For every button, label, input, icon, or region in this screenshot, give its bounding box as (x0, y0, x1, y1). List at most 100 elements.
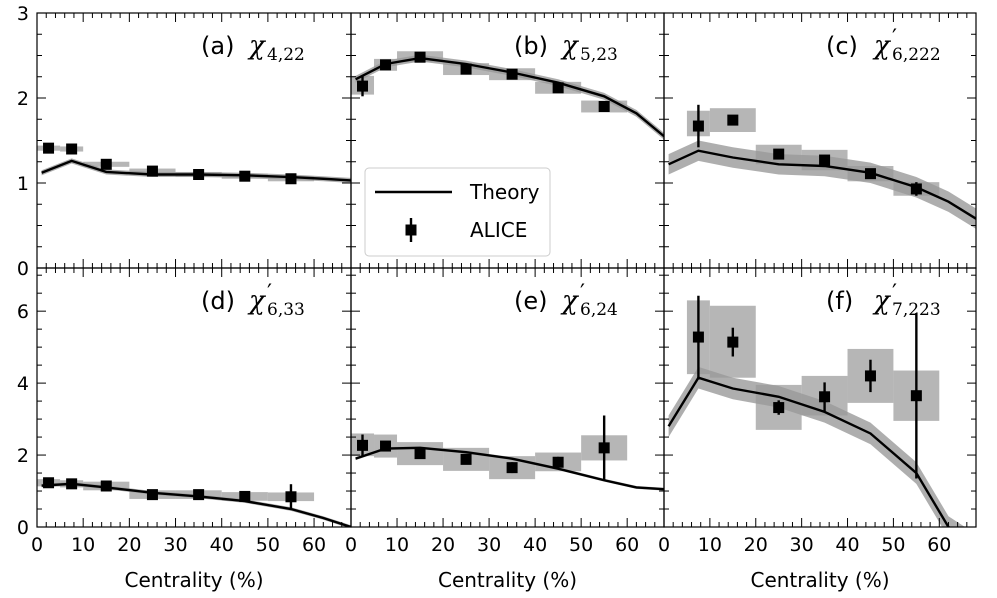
panel-e-alice-points (357, 415, 610, 481)
panel-c-theory-line (668, 149, 976, 220)
x-tick-label: 50 (256, 534, 280, 556)
x-tick-label: 20 (117, 534, 141, 556)
panel-d-data-point (285, 491, 297, 503)
x-tick-label: 0 (345, 534, 357, 556)
panel-f-alice-points (692, 295, 922, 479)
x-tick-label: 30 (790, 534, 814, 556)
panel-b-theory (355, 54, 664, 140)
panel-b-label: (b) (514, 32, 548, 60)
panel-a-chi-symbol: χ (247, 31, 267, 61)
panel-d-alice-points (43, 477, 297, 510)
panel-f-chi-subscript: 7,223 (892, 300, 941, 320)
panel-c-theory (668, 140, 976, 229)
panel-c-theory-band (668, 140, 976, 229)
x-tick-label: 50 (881, 534, 905, 556)
panel-d-data-point (239, 490, 251, 502)
panel-c-chi-symbol: χ (872, 31, 892, 61)
panel-b-data-point (414, 51, 426, 63)
x-axis-label: Centrality (%) (438, 568, 577, 592)
y-tick-label: 4 (17, 373, 29, 395)
panel-c-label: (c) (826, 32, 858, 60)
panel-d-title: (d) χ ′6,33 (201, 281, 305, 320)
panel-d-data-point (43, 477, 55, 489)
panel-a-data-point (100, 158, 112, 170)
panel-f-chi-symbol: χ (872, 286, 892, 316)
panel-b-chi-subscript: 5,23 (580, 45, 618, 65)
legend: Theory ALICE (364, 167, 551, 257)
panel-f-data-point (819, 391, 831, 403)
legend-alice-marker (405, 224, 417, 236)
panel-a-data-point (239, 170, 251, 182)
panel-c-title: (c) χ ′6,222 (826, 26, 941, 65)
x-tick-label: 40 (210, 534, 234, 556)
panel-d-chi-subscript: 6,33 (267, 300, 305, 320)
panel-c-data-point (910, 183, 922, 195)
panel-c-chi-prime: ′ (892, 26, 897, 51)
y-tick-label: 1 (17, 173, 29, 195)
panel-e-data-point (598, 442, 610, 454)
panel-e-data-point (552, 456, 564, 468)
panel-a-chi-subscript: 4,22 (267, 45, 305, 65)
legend-theory-label: Theory (469, 180, 540, 204)
panel-e-chi-subscript: 6,24 (580, 300, 618, 320)
panel-b-theory-band (355, 54, 664, 140)
x-tick-label: 50 (569, 534, 593, 556)
panel-c-alice-points (692, 104, 922, 196)
panel-a-data-point (43, 142, 55, 154)
panel-c-data-point (727, 114, 739, 126)
y-tick-label: 3 (17, 3, 29, 25)
panel-f-label: (f) (826, 287, 853, 315)
panel-c-chi-subscript: 6,222 (892, 45, 941, 65)
y-tick-label: 2 (17, 88, 29, 110)
x-tick-label: 10 (71, 534, 95, 556)
panel-c-data-point (773, 148, 785, 160)
panel-d-data-point (146, 489, 158, 501)
panel-e-data-point (460, 453, 472, 465)
x-tick-label: 30 (163, 534, 187, 556)
panel-d-label: (d) (201, 287, 235, 315)
panel-a-data-point (66, 143, 78, 155)
panel-e-data-point (506, 462, 518, 474)
panel-a-label: (a) (201, 32, 234, 60)
panel-d-chi-symbol: χ (247, 286, 267, 316)
panel-f-theory (667, 366, 965, 527)
y-tick-label: 6 (17, 301, 29, 323)
y-tick-label: 2 (17, 445, 29, 467)
panel-b-data-point (598, 101, 610, 112)
legend-alice-label: ALICE (470, 218, 527, 242)
panel-a-data-point (285, 173, 297, 185)
x-tick-label: 20 (431, 534, 455, 556)
panel-b-alice-points (357, 51, 610, 112)
x-tick-label: 40 (835, 534, 859, 556)
panel-d-data-point (66, 478, 78, 490)
panel-c-data-point (864, 168, 876, 180)
panel-e-data-point (414, 448, 426, 460)
panel-e-label: (e) (514, 287, 548, 315)
panel-a-data-point (193, 169, 205, 180)
panel-b-data-point (552, 82, 564, 94)
panel-f-theory-band (668, 366, 965, 527)
panel-e-data-point (357, 439, 369, 451)
panel-f-theory-line (667, 376, 951, 527)
panel-b-data-point (506, 68, 518, 80)
panel-b-data-point (460, 63, 472, 75)
panel-a-alice-points (43, 142, 297, 185)
panel-f-data-point (864, 370, 876, 382)
panel-a-title: (a) χ 4,22 (201, 31, 305, 65)
panel-f-data-point (910, 390, 922, 402)
x-axis-label: Centrality (%) (750, 568, 889, 592)
panel-b-title: (b) χ 5,23 (514, 31, 618, 65)
x-tick-label: 60 (302, 534, 326, 556)
panel-b-data-point (380, 59, 392, 71)
panel-a-data-point (146, 165, 158, 177)
panel-e-chi-prime: ′ (580, 281, 585, 306)
x-tick-label: 20 (744, 534, 768, 556)
panel-f-data-point (773, 402, 785, 414)
panel-b-data-point (357, 80, 369, 92)
x-tick-label: 10 (385, 534, 409, 556)
y-tick-label: 0 (17, 517, 29, 539)
panel-e-data-point (380, 440, 392, 452)
panel-e-title: (e) χ ′6,24 (514, 281, 618, 320)
panel-f-data-point (692, 331, 704, 343)
panel-f-chi-prime: ′ (892, 281, 897, 306)
